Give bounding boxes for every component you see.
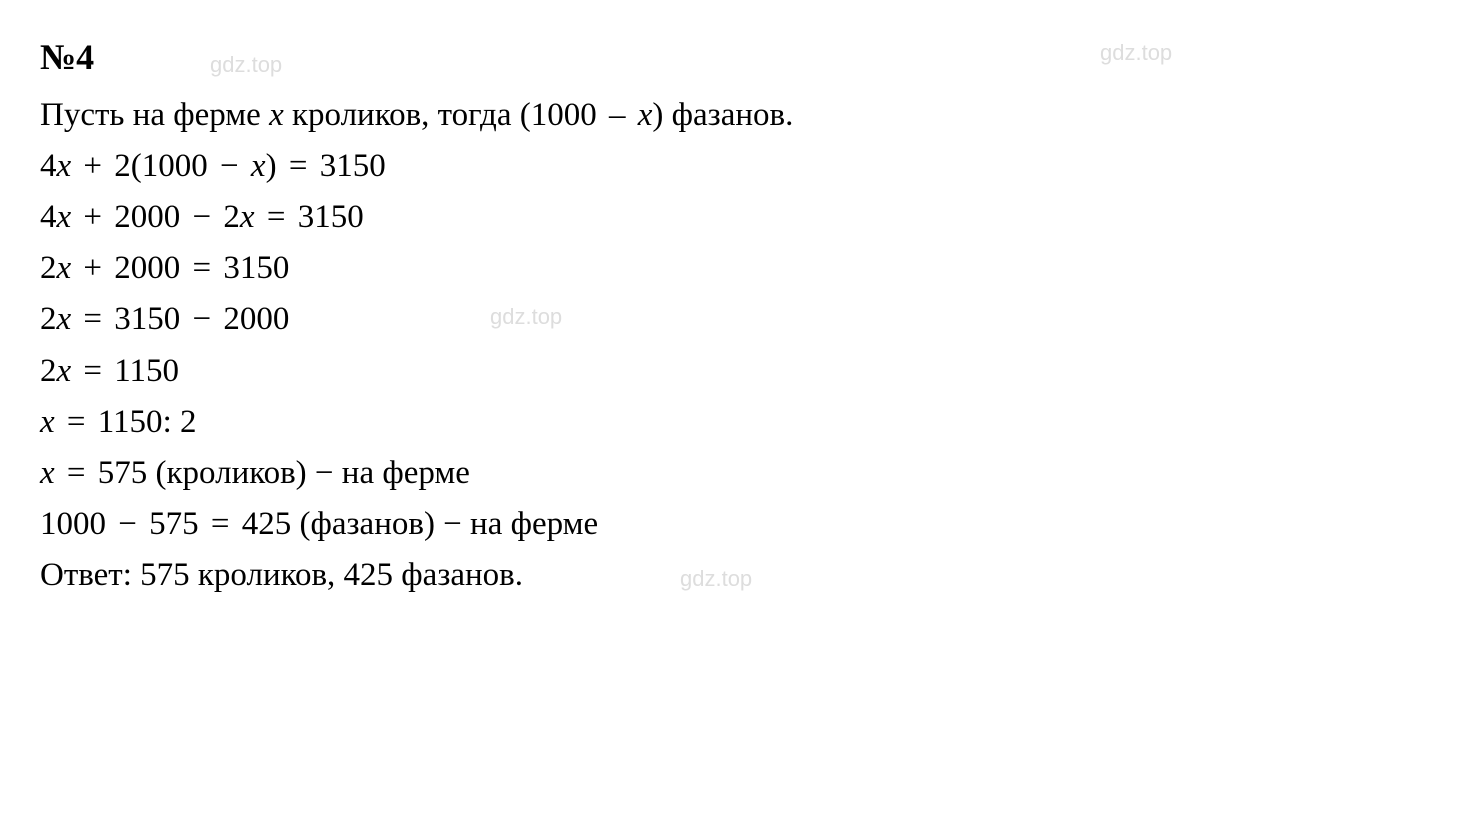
eq4-x: x [57,301,72,337]
equation-3: 2x + 2000 = 3150 [40,243,1443,294]
eq1-1000: 1000 [142,148,208,184]
eq2-c2: 2 [223,199,240,235]
equation-6: x = 1150: 2 [40,397,1443,448]
eq3-x: x [57,250,72,286]
eq3-2000: 2000 [114,250,180,286]
equation-4: 2x = 3150 − 2000 gdz.top [40,294,1443,345]
equation-8: 1000 − 575 = 425 (фазанов) − на ферме [40,499,1443,550]
eq3-eq: = [184,250,219,286]
eq1-minus: − [212,148,247,184]
eq8-eq: = [203,506,238,542]
problem-content: №4 gdz.top gdz.top Пусть на ферме x крол… [40,30,1443,601]
eq1-eq: = [281,148,316,184]
eq2-c4: 4 [40,199,57,235]
eq6-x: x [40,404,55,440]
watermark-top-right: gdz.top [1100,36,1172,70]
eq3-plus: + [75,250,110,286]
eq7-eq: = [59,455,94,491]
eq4-2000: 2000 [223,301,289,337]
eq4-minus: − [184,301,219,337]
eq6-2: 2 [172,404,197,440]
eq1-rhs: 3150 [320,148,386,184]
eq6-eq: = [59,404,94,440]
eq2-x1: x [57,199,72,235]
eq2-2000: 2000 [114,199,180,235]
eq4-3150: 3150 [114,301,180,337]
eq2-plus: + [75,199,110,235]
eq2-eq: = [259,199,294,235]
eq8-425: 425 [242,506,292,542]
eq8-575: 575 [149,506,199,542]
setup-var: x [269,97,284,133]
eq1-x2: x [251,148,266,184]
eq1-close: ) [266,148,277,184]
eq6-1150: 1150 [98,404,163,440]
eq2-minus: − [184,199,219,235]
eq8-1000: 1000 [40,506,106,542]
eq2-rhs: 3150 [298,199,364,235]
equation-7: x = 575 (кроликов) − на ферме [40,448,1443,499]
problem-number: №4 [40,37,94,77]
watermark-mid: gdz.top [490,300,562,334]
setup-prefix: Пусть на ферме [40,97,269,133]
eq5-eq: = [75,353,110,389]
setup-mid: кроликов, тогда [284,97,520,133]
equation-1: 4x + 2(1000 − x) = 3150 [40,141,1443,192]
eq8-minus: − [110,506,145,542]
eq2-x2: x [240,199,255,235]
answer-label: Ответ: [40,557,140,593]
eq4-c2: 2 [40,301,57,337]
eq6-colon: : [163,404,172,440]
eq7-575: 575 [98,455,148,491]
eq5-rhs: 1150 [114,353,179,389]
equation-5: 2x = 1150 [40,346,1443,397]
equation-2: 4x + 2000 − 2x = 3150 [40,192,1443,243]
eq5-x: x [57,353,72,389]
answer-text: 575 кроликов, 425 фазанов. [140,557,523,593]
watermark-top-left: gdz.top [210,48,282,82]
eq7-text: (кроликов) − на ферме [147,455,470,491]
eq4-eq: = [75,301,110,337]
eq1-plus: + [75,148,110,184]
setup-var2: x [638,97,653,133]
setup-paren-open: ( [520,97,531,133]
eq1-c2: 2 [114,148,131,184]
setup-line: Пусть на ферме x кроликов, тогда (1000 –… [40,90,1443,141]
eq7-x: x [40,455,55,491]
eq1-c4: 4 [40,148,57,184]
setup-suffix: фазанов. [663,97,793,133]
header-row: №4 gdz.top gdz.top [40,30,1443,86]
setup-num: 1000 [531,97,597,133]
watermark-bottom: gdz.top [680,562,752,596]
eq5-c2: 2 [40,353,57,389]
eq1-open: ( [131,148,142,184]
eq3-rhs: 3150 [223,250,289,286]
eq8-text: (фазанов) − на ферме [291,506,598,542]
setup-paren-close: ) [652,97,663,133]
setup-minus: – [601,97,634,133]
eq1-x1: x [57,148,72,184]
answer-line: Ответ: 575 кроликов, 425 фазанов. gdz.to… [40,550,1443,601]
eq3-c2: 2 [40,250,57,286]
